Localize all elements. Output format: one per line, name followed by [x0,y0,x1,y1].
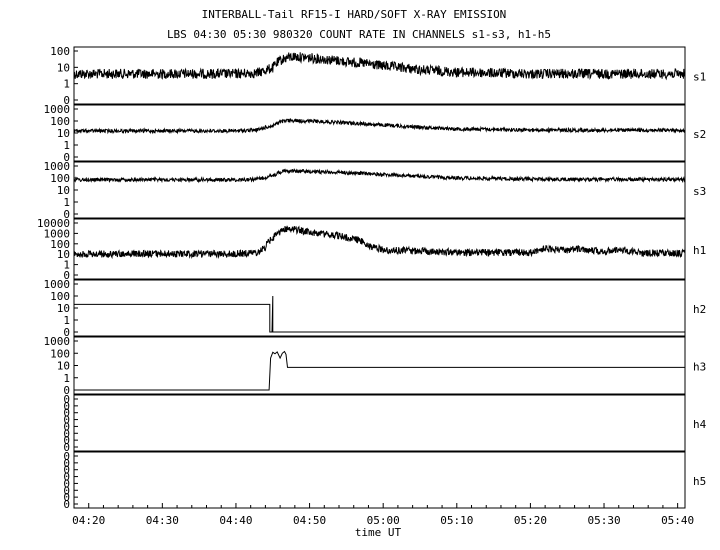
panel-frame-h2 [73,279,686,337]
panel-frame-h3 [73,336,686,395]
y-tick-label: 0 [63,414,70,427]
y-tick-label: 10000 [37,217,70,230]
y-tick-label: 0 [63,94,70,107]
x-tick-label: 04:50 [293,514,326,527]
x-tick-label: 05:20 [514,514,547,527]
y-tick-label: 100 [50,115,70,128]
y-tick-label: 0 [63,484,70,497]
y-tick-label: 0 [63,384,70,397]
y-tick-label: 0 [63,491,70,504]
y-tick-label: 10 [57,184,70,197]
y-tick-label: 1000 [44,103,71,116]
panels-group: 1001010s110001001010s210001001010s310000… [37,45,707,511]
trace-h3 [74,350,685,391]
y-tick-label: 0 [63,393,70,406]
channel-label-s2: s2 [693,128,706,141]
y-tick-label: 100 [50,290,70,303]
y-tick-label: 10 [57,61,70,74]
y-tick-label: 1 [63,139,70,152]
x-tick-label: 05:30 [587,514,620,527]
x-axis: 04:20 04:30 04:40 04:50 05:00 05:10 05:20 05:30… [72,503,694,527]
y-tick-label: 1 [63,78,70,91]
channel-label-s1: s1 [693,71,706,84]
panel-frame-h1 [73,218,686,280]
x-tick-label: 05:40 [661,514,694,527]
panel-frame-s2 [73,104,686,162]
trace-h2 [74,295,685,333]
y-tick-label: 1000 [44,227,71,240]
y-tick-label: 1 [63,372,70,385]
trace-s2 [73,117,686,135]
y-tick-label: 0 [63,471,70,484]
y-tick-label: 0 [63,269,70,282]
y-tick-label: 0 [63,434,70,447]
channel-label-h4: h4 [693,418,707,431]
y-tick-label: 0 [63,477,70,490]
y-tick-label: 0 [63,441,70,454]
trace-s1 [73,52,686,81]
trace-h1 [73,225,686,260]
y-tick-label: 0 [63,498,70,511]
channel-label-h5: h5 [693,475,706,488]
y-tick-label: 100 [50,238,70,251]
channel-label-h1: h1 [693,244,706,257]
panel-frame-h4 [73,394,686,452]
channel-label-s3: s3 [693,185,706,198]
channel-label-h3: h3 [693,361,706,374]
y-tick-label: 0 [63,457,70,470]
x-tick-label: 05:00 [367,514,400,527]
y-tick-label: 0 [63,400,70,413]
y-tick-label: 10 [57,248,70,261]
panel-frame-s1 [73,46,686,105]
y-tick-label: 0 [63,326,70,339]
y-tick-label: 10 [57,360,70,373]
y-tick-label: 100 [50,45,70,58]
panel-frame-h5 [73,451,686,509]
y-tick-label: 1 [63,196,70,209]
y-tick-label: 1000 [44,335,71,348]
y-tick-label: 1000 [44,160,71,173]
y-tick-label: 0 [63,151,70,164]
y-tick-label: 10 [57,302,70,315]
y-tick-label: 1000 [44,278,71,291]
y-tick-label: 0 [63,407,70,420]
chart-title: INTERBALL-Tail RF15-I HARD/SOFT X-RAY EM… [202,8,507,21]
y-tick-label: 0 [63,420,70,433]
panel-frame-s3 [73,161,686,219]
chart-subtitle: LBS 04:30 05:30 980320 COUNT RATE IN CHA… [167,28,551,41]
y-tick-label: 0 [63,450,70,463]
y-tick-label: 100 [50,347,70,360]
trace-s3 [73,168,686,184]
x-axis-label: time UT [355,526,402,539]
y-tick-label: 1 [63,314,70,327]
y-tick-label: 0 [63,464,70,477]
y-tick-label: 100 [50,172,70,185]
y-tick-label: 0 [63,427,70,440]
x-tick-label: 04:40 [219,514,252,527]
x-tick-label: 05:10 [440,514,473,527]
x-tick-label: 04:20 [72,514,105,527]
y-tick-label: 1 [63,259,70,272]
y-tick-label: 0 [63,208,70,221]
y-tick-label: 10 [57,127,70,140]
channel-label-h2: h2 [693,303,706,316]
x-tick-label: 04:30 [146,514,179,527]
